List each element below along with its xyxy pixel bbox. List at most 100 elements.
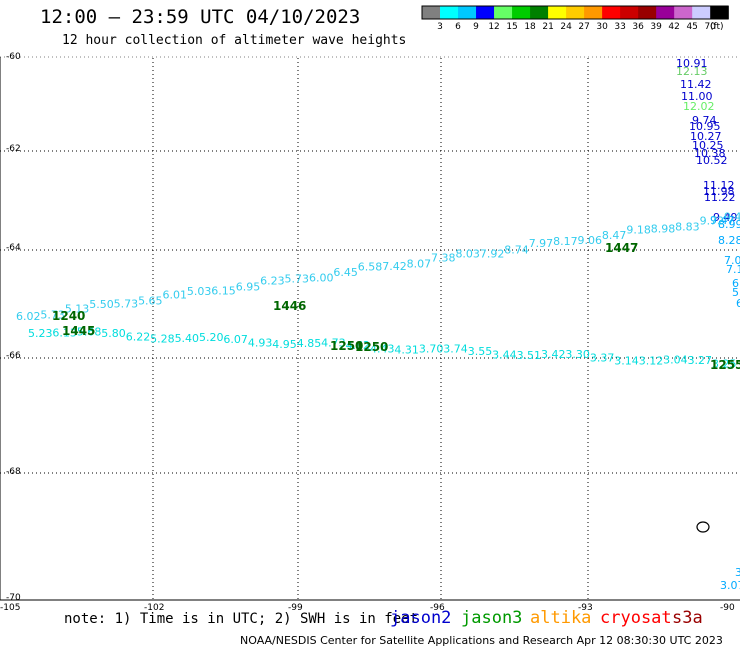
descending-track-label: 9.47: [710, 214, 735, 227]
lower-track-label: 3.51: [517, 349, 542, 362]
lower-track-label: 3.04: [663, 353, 688, 366]
legend-altika: altika: [530, 608, 592, 628]
colorbar-swatch: [692, 6, 711, 19]
upper-track-label: 8.98: [651, 223, 676, 236]
lon-label: -105: [0, 603, 21, 613]
colorbar-swatch: [422, 6, 441, 19]
time-label: 1446: [273, 299, 306, 313]
descending-track-label: 10.52: [696, 154, 728, 167]
lower-track-label: 4.31: [394, 344, 419, 357]
upper-track-label: 9.06: [578, 234, 603, 247]
lon-label: -93: [578, 603, 593, 613]
lower-track-label: 4.73: [321, 337, 346, 350]
upper-track-label: 6.95: [236, 280, 260, 293]
lower-track-label: 3.27: [688, 354, 713, 367]
lon-label: -99: [288, 603, 303, 613]
colorbar-label: 9: [473, 22, 479, 32]
legend-jason3: jason3: [461, 608, 523, 628]
colorbar-label: 30: [596, 22, 608, 32]
lower-track-label: 6.13: [52, 327, 77, 340]
time-label: 1447: [605, 241, 638, 255]
island-outline: [696, 521, 710, 533]
upper-track-label: 8.07: [407, 258, 432, 271]
descending-track-label: 5.: [732, 286, 740, 299]
colorbar-label: 27: [578, 22, 590, 32]
lower-track-label: 5.40: [175, 332, 200, 345]
lower-track-label: 3.25: [712, 358, 737, 371]
upper-track-label: 9.43: [724, 210, 740, 223]
track-end-label: 3.07: [720, 579, 740, 592]
time-label: 1240: [52, 309, 85, 323]
colorbar-label: 39: [650, 22, 662, 32]
descending-track-label: 10.27: [690, 130, 722, 143]
upper-track-label: 5.13: [65, 303, 90, 316]
descending-track-label: 12.13: [676, 65, 708, 78]
lower-track-label: 3.37: [590, 351, 615, 364]
upper-track-label: 6.15: [211, 285, 236, 298]
colorbar-label: 6: [455, 22, 461, 32]
upper-track-label: 6.58: [358, 261, 383, 274]
colorbar-label: 36: [632, 22, 644, 32]
colorbar-swatch: [530, 6, 549, 19]
upper-track-label: 6.23: [260, 274, 285, 287]
upper-track-label: 8.17: [553, 235, 578, 248]
credit-text: NOAA/NESDIS Center for Satellite Applica…: [240, 634, 723, 647]
colorbar-swatch: [512, 6, 531, 19]
colorbar-label: 18: [524, 22, 536, 32]
descending-track-label: 10.95: [689, 120, 721, 133]
colorbar-label: 12: [488, 22, 500, 32]
colorbar-label: 45: [686, 22, 698, 32]
lower-track-label: 3.12: [639, 355, 664, 368]
colorbar-swatch: [620, 6, 639, 19]
lower-track-label: 6.22: [126, 331, 151, 344]
colorbar-swatch: [548, 6, 567, 19]
colorbar-frame: [421, 5, 729, 20]
upper-track-label: 5.03: [187, 285, 212, 298]
colorbar-label: 33: [614, 22, 626, 32]
upper-track-label: 8.83: [675, 221, 700, 234]
upper-track-label: 8.74: [504, 243, 529, 256]
upper-track-label: 6.01: [162, 288, 187, 301]
lower-track-label: 4.43: [370, 343, 395, 356]
upper-track-label: 6.45: [333, 266, 358, 279]
descending-track-label: 11.00: [681, 90, 713, 103]
lower-track-label: 3.74: [443, 342, 468, 355]
descending-track-label: 11.42: [680, 78, 712, 91]
upper-track-label: 7.97: [529, 237, 554, 250]
upper-track-label: 9.72: [700, 214, 725, 227]
colorbar-swatch: [656, 6, 675, 19]
colorbar-label: 15: [506, 22, 518, 32]
descending-track-label: 6: [732, 277, 739, 290]
descending-track-label: 10.91: [676, 57, 708, 70]
descending-track-label: 8.99: [718, 218, 740, 231]
time-label: 1445: [62, 324, 95, 338]
descending-track-label: 11.22: [704, 191, 736, 204]
colorbar-swatch: [440, 6, 459, 19]
lower-track-label: 5.80: [101, 327, 126, 340]
descending-track-label: 7.1: [726, 263, 740, 276]
lower-track-label: 3.70: [419, 343, 444, 356]
lower-track-label: 5.20: [199, 331, 224, 344]
time-label: 1250: [355, 340, 388, 354]
colorbar-swatch: [674, 6, 693, 19]
colorbar-label: 21: [542, 22, 554, 32]
upper-track-label: 7.38: [431, 251, 456, 264]
colorbar-swatch: [584, 6, 603, 19]
lon-label: -102: [144, 603, 165, 613]
lower-track-label: 5.23: [28, 327, 53, 340]
colorbar-swatch: [476, 6, 495, 19]
lat-label: -60: [6, 52, 21, 62]
lower-track-label: 4.93: [248, 337, 273, 350]
colorbar-swatch: [566, 6, 585, 19]
colorbar-label: 24: [560, 22, 572, 32]
descending-track-label: 11.98: [703, 185, 735, 198]
legend-jason2: jason2: [390, 608, 452, 628]
colorbar-label: 42: [668, 22, 680, 32]
upper-track-label: 8.47: [602, 229, 627, 242]
page-title: 12:00 – 23:59 UTC 04/10/2023: [40, 6, 361, 28]
upper-track-label: 5.50: [89, 298, 114, 311]
legend-s3a: s3a: [672, 608, 703, 628]
lower-track-label: 5.28: [150, 333, 175, 346]
